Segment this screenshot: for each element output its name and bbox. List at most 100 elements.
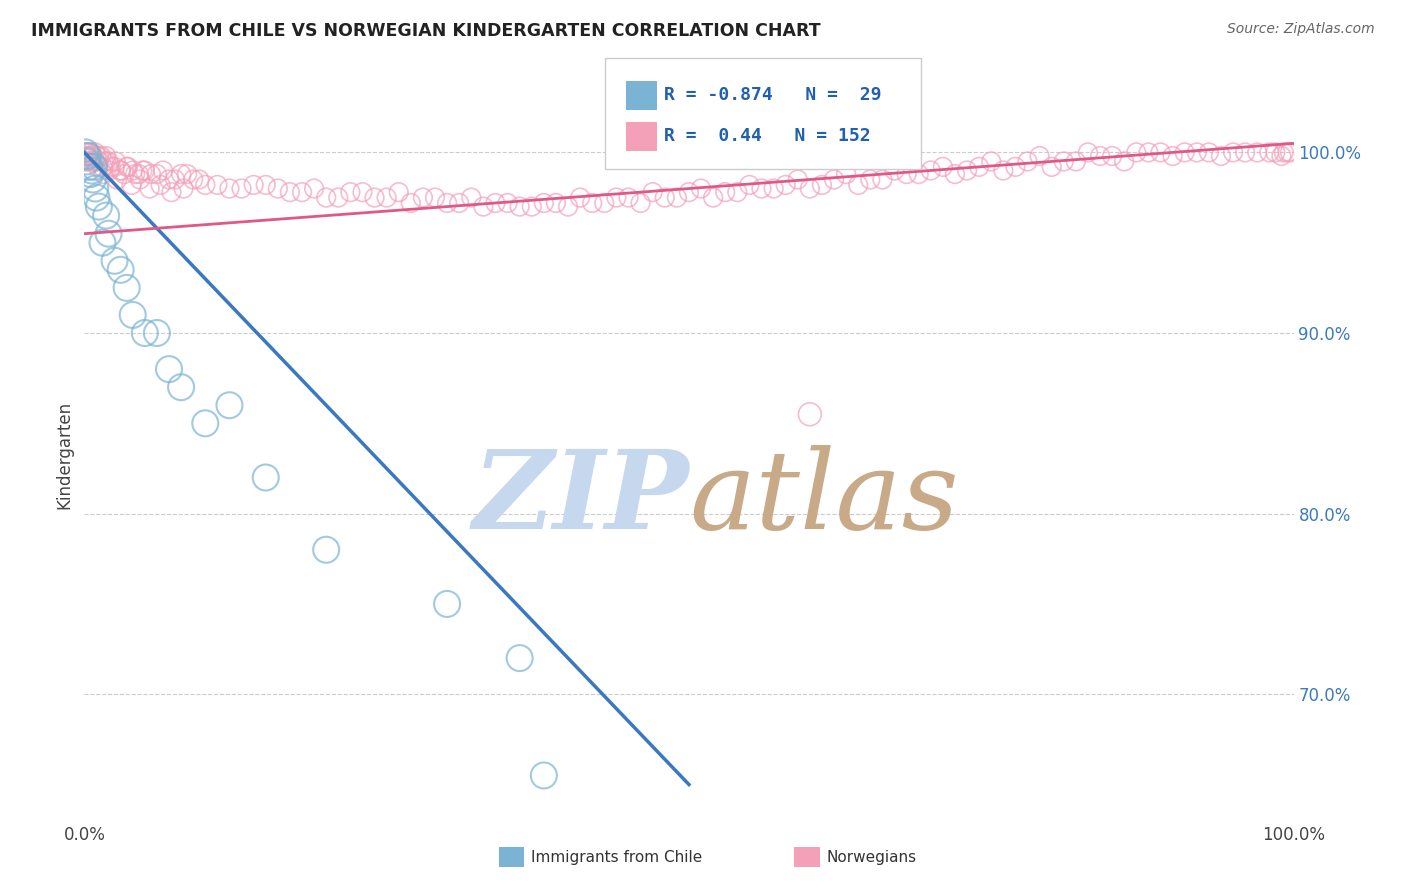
Point <box>160 185 183 199</box>
Point <box>762 181 785 195</box>
Point <box>94 209 117 223</box>
Point <box>799 181 821 195</box>
Text: atlas: atlas <box>689 445 959 552</box>
Point <box>131 163 153 178</box>
Point <box>77 160 100 174</box>
Point <box>152 163 174 178</box>
Point <box>920 163 942 178</box>
Point <box>82 149 104 163</box>
Text: Norwegians: Norwegians <box>827 850 917 864</box>
Point <box>87 200 110 214</box>
Point <box>1222 145 1244 160</box>
Point <box>859 172 882 186</box>
Point <box>725 185 748 199</box>
Point <box>149 178 172 192</box>
Point <box>352 185 374 199</box>
Text: R =  0.44   N = 152: R = 0.44 N = 152 <box>664 128 870 145</box>
Point <box>139 167 162 181</box>
Point <box>75 145 97 160</box>
Point <box>104 160 127 174</box>
Point <box>80 149 103 163</box>
Point <box>907 167 929 181</box>
Point <box>654 190 676 204</box>
Point <box>399 196 422 211</box>
Point <box>76 154 98 169</box>
Point <box>630 196 652 211</box>
Point <box>702 190 724 204</box>
Point <box>605 190 627 204</box>
Point <box>173 181 195 195</box>
Point <box>157 172 180 186</box>
Point <box>94 154 117 169</box>
Point <box>315 542 337 557</box>
Text: Source: ZipAtlas.com: Source: ZipAtlas.com <box>1227 22 1375 37</box>
Point <box>872 172 894 186</box>
Point <box>1040 160 1063 174</box>
Point <box>170 167 193 181</box>
Point <box>932 160 955 174</box>
Text: Immigrants from Chile: Immigrants from Chile <box>531 850 703 864</box>
Point <box>1028 149 1050 163</box>
Point <box>1258 145 1281 160</box>
Point <box>412 190 434 204</box>
Point <box>1149 145 1171 160</box>
Point <box>93 167 115 181</box>
Point <box>207 178 229 192</box>
Point <box>90 149 112 163</box>
Point <box>1277 145 1299 160</box>
Point <box>231 181 253 195</box>
Point <box>449 196 471 211</box>
Point <box>423 190 446 204</box>
Point <box>557 200 579 214</box>
Point <box>1064 154 1087 169</box>
Point <box>1114 154 1136 169</box>
Point <box>84 145 107 160</box>
Point <box>738 178 761 192</box>
Point <box>134 326 156 340</box>
Point <box>533 196 555 211</box>
Point <box>83 154 105 169</box>
Point <box>690 181 713 195</box>
Point <box>581 196 603 211</box>
Point <box>110 163 132 178</box>
Point <box>97 227 120 241</box>
Point <box>100 160 122 174</box>
Point <box>799 407 821 421</box>
Point <box>436 196 458 211</box>
Point <box>91 160 114 174</box>
Point <box>98 163 121 178</box>
Point <box>80 145 103 160</box>
Point <box>87 149 110 163</box>
Point <box>176 167 198 181</box>
Point <box>157 362 180 376</box>
Point <box>115 281 138 295</box>
Point <box>388 185 411 199</box>
Point <box>1272 145 1295 160</box>
Point <box>835 167 858 181</box>
Point <box>993 163 1015 178</box>
Point <box>86 149 108 163</box>
Point <box>188 172 211 186</box>
Point <box>665 190 688 204</box>
Point <box>83 160 105 174</box>
Point <box>1198 145 1220 160</box>
Point <box>967 160 990 174</box>
Point <box>77 149 100 163</box>
Point <box>883 163 905 178</box>
Point <box>678 185 700 199</box>
Point <box>82 172 104 186</box>
Point <box>117 160 139 174</box>
Point <box>436 597 458 611</box>
Point <box>1004 160 1026 174</box>
Point <box>1017 154 1039 169</box>
Point <box>86 190 108 204</box>
Point <box>91 235 114 250</box>
Point <box>1101 149 1123 163</box>
Point <box>775 178 797 192</box>
Point <box>509 200 531 214</box>
Point <box>1278 145 1301 160</box>
Point <box>472 200 495 214</box>
Point <box>79 154 101 169</box>
Point <box>165 172 187 186</box>
Point <box>363 190 385 204</box>
